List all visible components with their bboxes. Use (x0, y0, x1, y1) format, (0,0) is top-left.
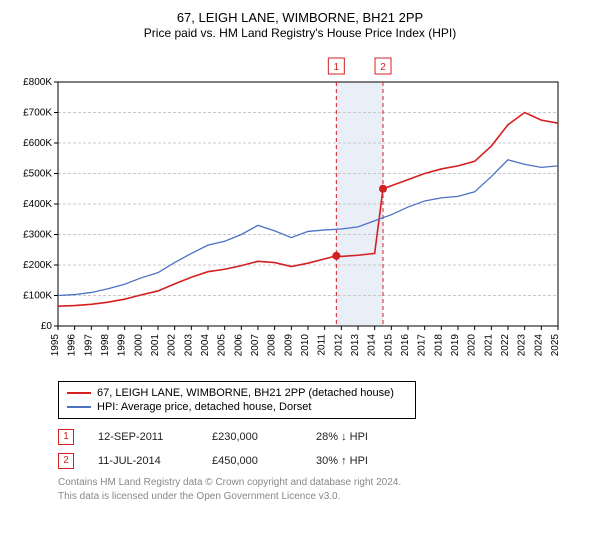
page-title: 67, LEIGH LANE, WIMBORNE, BH21 2PP (10, 10, 590, 25)
svg-text:2003: 2003 (183, 334, 194, 357)
svg-text:2008: 2008 (267, 334, 278, 357)
svg-text:1999: 1999 (117, 334, 128, 357)
svg-text:2006: 2006 (233, 334, 244, 357)
footnote-line-2: This data is licensed under the Open Gov… (58, 490, 590, 504)
svg-text:2022: 2022 (500, 334, 511, 357)
svg-text:2007: 2007 (250, 334, 261, 357)
svg-text:2017: 2017 (417, 334, 428, 357)
svg-text:£400K: £400K (23, 199, 52, 210)
legend: 67, LEIGH LANE, WIMBORNE, BH21 2PP (deta… (58, 381, 416, 419)
svg-text:2010: 2010 (300, 334, 311, 357)
event-price-2: £450,000 (212, 455, 292, 467)
footnote-line-1: Contains HM Land Registry data © Crown c… (58, 476, 590, 490)
svg-text:£0: £0 (41, 321, 53, 332)
svg-text:2023: 2023 (517, 334, 528, 357)
svg-text:2011: 2011 (317, 334, 328, 356)
legend-row-1: 67, LEIGH LANE, WIMBORNE, BH21 2PP (deta… (67, 386, 407, 400)
event-table: 1 12-SEP-2011 £230,000 28% ↓ HPI 2 11-JU… (58, 425, 590, 473)
svg-text:1995: 1995 (50, 334, 61, 357)
svg-text:2020: 2020 (467, 334, 478, 357)
svg-text:2014: 2014 (367, 334, 378, 357)
svg-text:2018: 2018 (433, 334, 444, 357)
svg-text:1996: 1996 (67, 334, 78, 357)
event-delta-2: 30% ↑ HPI (316, 455, 368, 467)
legend-swatch-2 (67, 406, 91, 408)
svg-text:2024: 2024 (533, 334, 544, 357)
svg-text:2016: 2016 (400, 334, 411, 357)
svg-text:2002: 2002 (167, 334, 178, 357)
svg-text:2001: 2001 (150, 334, 161, 357)
svg-text:£600K: £600K (23, 138, 52, 149)
page-subtitle: Price paid vs. HM Land Registry's House … (10, 26, 590, 40)
svg-text:2005: 2005 (217, 334, 228, 357)
legend-row-2: HPI: Average price, detached house, Dors… (67, 400, 407, 414)
event-marker-2: 2 (58, 453, 74, 469)
svg-text:£700K: £700K (23, 108, 52, 119)
svg-text:1998: 1998 (100, 334, 111, 357)
svg-text:£800K: £800K (23, 77, 52, 88)
event-row-1: 1 12-SEP-2011 £230,000 28% ↓ HPI (58, 425, 590, 449)
svg-text:2004: 2004 (200, 334, 211, 357)
svg-text:2025: 2025 (550, 334, 561, 357)
price-chart: £0 £100K £200K £300K £400K £500K £600K £700K £80… (10, 48, 590, 373)
footnote: Contains HM Land Registry data © Crown c… (58, 476, 590, 503)
svg-text:£200K: £200K (23, 260, 52, 271)
chart-svg: £0 £100K £200K £300K £400K £500K £600K £700K £80… (10, 48, 570, 368)
legend-label-1: 67, LEIGH LANE, WIMBORNE, BH21 2PP (deta… (97, 387, 394, 399)
svg-text:1997: 1997 (83, 334, 94, 357)
event-row-2: 2 11-JUL-2014 £450,000 30% ↑ HPI (58, 449, 590, 473)
svg-text:£500K: £500K (23, 169, 52, 180)
event-marker-1: 1 (58, 429, 74, 445)
svg-text:2: 2 (380, 62, 386, 73)
svg-text:2015: 2015 (383, 334, 394, 357)
legend-swatch-1 (67, 392, 91, 394)
event-date-1: 12-SEP-2011 (98, 431, 188, 443)
event-delta-1: 28% ↓ HPI (316, 431, 368, 443)
svg-text:2021: 2021 (483, 334, 494, 357)
svg-text:1: 1 (334, 62, 340, 73)
event-date-2: 11-JUL-2014 (98, 455, 188, 467)
svg-text:£300K: £300K (23, 230, 52, 241)
svg-text:2000: 2000 (133, 334, 144, 357)
svg-text:2012: 2012 (333, 334, 344, 357)
svg-text:2019: 2019 (450, 334, 461, 357)
svg-text:2009: 2009 (283, 334, 294, 357)
legend-label-2: HPI: Average price, detached house, Dors… (97, 401, 311, 413)
svg-text:£100K: £100K (23, 291, 52, 302)
svg-text:2013: 2013 (350, 334, 361, 357)
event-price-1: £230,000 (212, 431, 292, 443)
